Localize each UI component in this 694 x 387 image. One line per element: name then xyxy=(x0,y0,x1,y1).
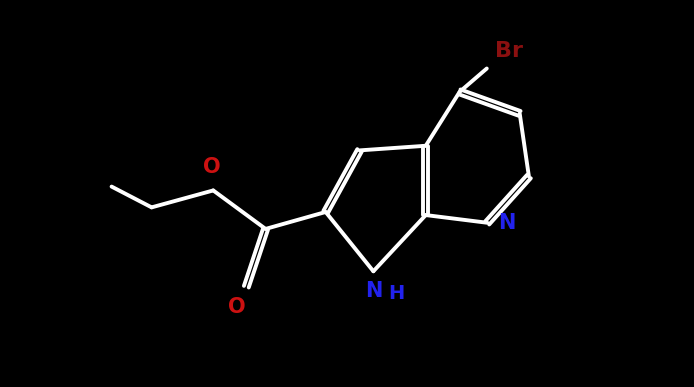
Text: H: H xyxy=(388,284,405,303)
Text: N: N xyxy=(498,213,516,233)
Text: N: N xyxy=(365,281,382,301)
Text: O: O xyxy=(203,157,221,176)
Text: Br: Br xyxy=(495,41,523,61)
Text: O: O xyxy=(228,297,245,317)
